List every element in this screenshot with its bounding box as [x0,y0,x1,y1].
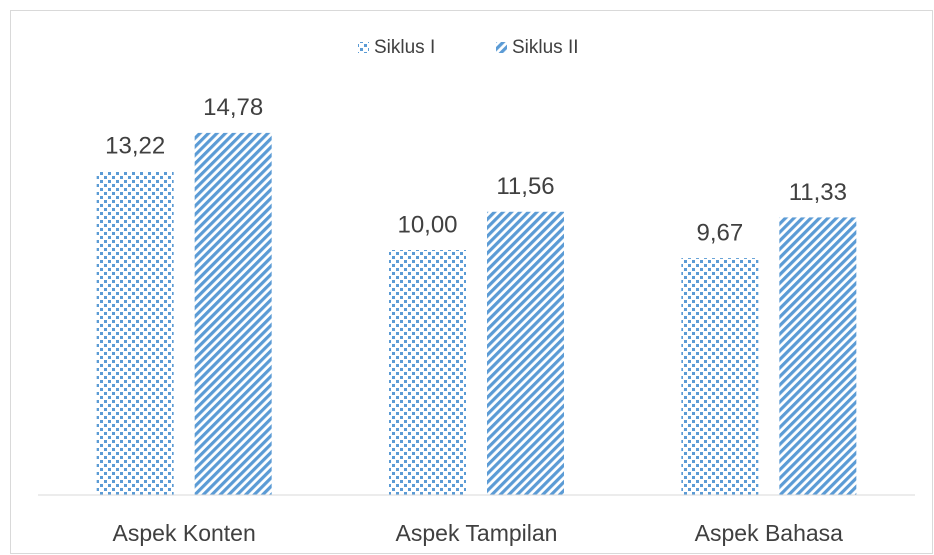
x-tick-label: Aspek Konten [113,520,256,546]
value-label: 11,56 [496,173,554,200]
value-label: 13,22 [105,132,165,159]
legend-label: Siklus II [512,37,579,58]
bar [487,211,564,495]
x-tick-label: Aspek Bahasa [695,520,844,546]
value-label: 10,00 [397,211,457,238]
value-label: 9,67 [696,219,743,246]
value-label: 11,33 [789,179,847,206]
legend-swatch [358,42,369,53]
value-label: 14,78 [203,94,263,121]
bar [96,171,174,496]
x-tick-label: Aspek Tampilan [396,520,558,546]
bar [389,250,466,495]
bar [194,132,272,495]
legend-label: Siklus I [374,37,435,58]
legend-swatch [496,42,507,53]
bar [779,217,857,496]
bar [681,258,759,495]
